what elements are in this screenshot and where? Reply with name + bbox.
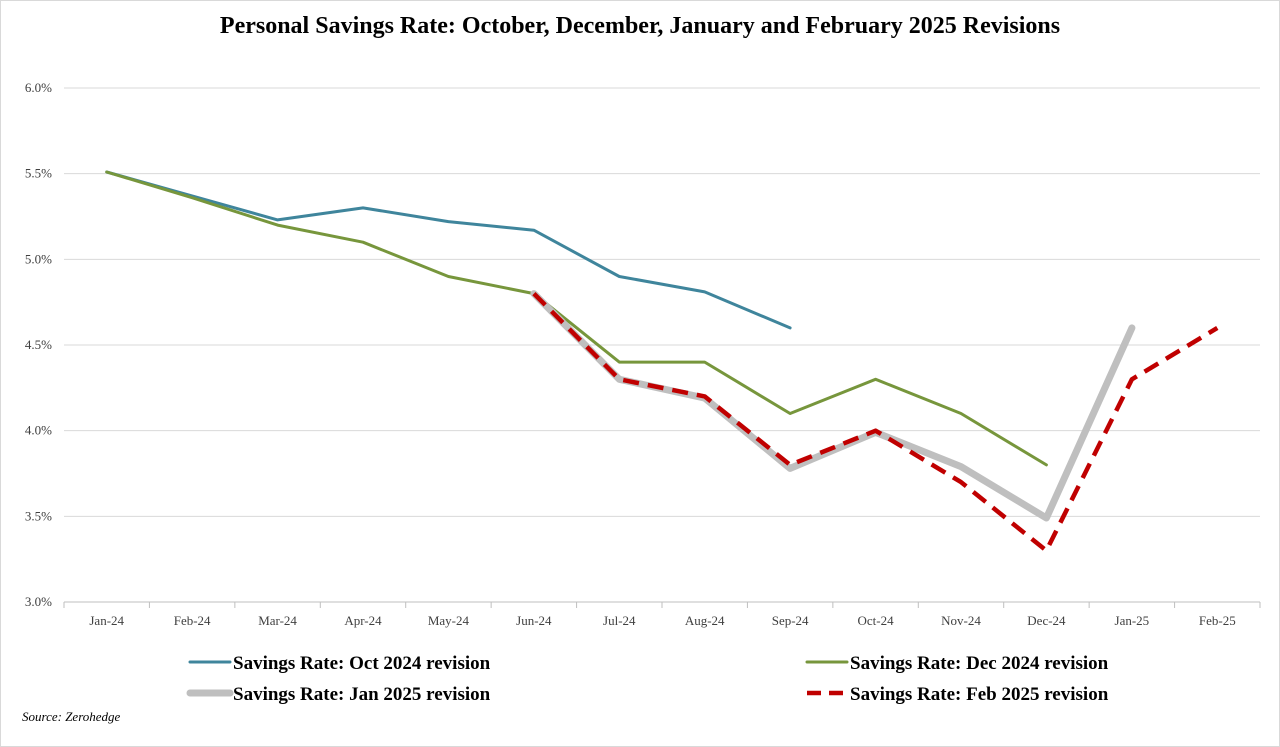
x-tick-label: Jan-25: [1115, 613, 1150, 628]
legend-label-4: Savings Rate: Feb 2025 revision: [850, 684, 1109, 705]
x-tick-label: Jan-24: [89, 613, 124, 628]
x-axis-ticks: Jan-24 Feb-24 Mar-24 Apr-24 May-24 Jun-24 Jul-…: [63, 602, 1261, 628]
y-axis-ticks: 3.0% 3.5% 4.0% 4.5% 5.0% 5.5% 6.0%: [25, 80, 52, 609]
legend-label-3: Savings Rate: Jan 2025 revision: [233, 684, 491, 705]
legend: Savings Rate: Oct 2024 revision Savings R…: [186, 653, 1109, 705]
gridlines: [64, 87, 1260, 603]
series-line-4: [532, 292, 1219, 553]
y-tick-label: 3.0%: [25, 594, 52, 609]
x-tick-label: Feb-24: [174, 613, 211, 628]
chart-title: Personal Savings Rate: October, December…: [220, 13, 1060, 39]
x-tick-label: Jun-24: [516, 613, 552, 628]
series-line-1: [105, 170, 792, 330]
y-tick-label: 4.5%: [25, 337, 52, 352]
legend-label-1: Savings Rate: Oct 2024 revision: [233, 653, 491, 674]
x-tick-label: Apr-24: [344, 613, 382, 628]
x-tick-label: Aug-24: [685, 613, 725, 628]
y-tick-label: 4.0%: [25, 423, 52, 438]
series-lines: [105, 170, 1219, 553]
y-tick-label: 5.0%: [25, 251, 52, 266]
x-tick-label: Sep-24: [772, 613, 809, 628]
y-tick-label: 5.5%: [25, 166, 52, 181]
x-tick-label: Jul-24: [603, 613, 636, 628]
x-tick-label: Oct-24: [858, 613, 895, 628]
x-tick-label: Dec-24: [1027, 613, 1066, 628]
x-tick-label: Mar-24: [258, 613, 297, 628]
y-tick-label: 6.0%: [25, 80, 52, 95]
x-tick-label: May-24: [428, 613, 470, 628]
x-tick-label: Nov-24: [941, 613, 981, 628]
x-tick-label: Feb-25: [1199, 613, 1236, 628]
series-line-2: [105, 170, 1048, 467]
source-note: Source: Zerohedge: [22, 709, 121, 724]
legend-label-2: Savings Rate: Dec 2024 revision: [850, 653, 1109, 674]
y-tick-label: 3.5%: [25, 508, 52, 523]
series-line-3: [530, 290, 1136, 522]
